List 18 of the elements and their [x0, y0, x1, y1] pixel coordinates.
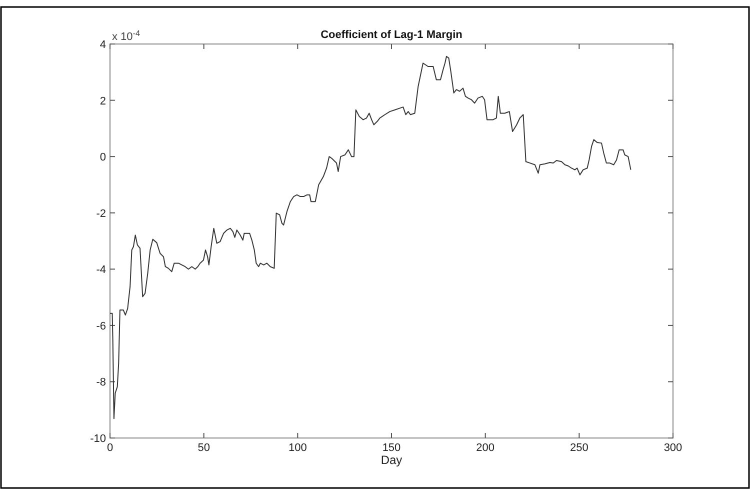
y-tick-label: -8 [96, 376, 106, 389]
x-tick-label: 150 [382, 442, 401, 454]
y-tick-label: -6 [96, 320, 106, 332]
y-tick-label: 2 [100, 95, 106, 108]
x-tick-label: 50 [198, 442, 210, 454]
y-tick-label: -2 [96, 208, 106, 220]
y-tick-label: 0 [100, 152, 106, 164]
x-axis-title: Day [380, 453, 402, 467]
x-tick-label: 200 [476, 442, 495, 454]
y-tick-label: -4 [96, 264, 106, 276]
y-tick-label: -10 [90, 433, 106, 445]
chart-title: Coefficient of Lag-1 Margin [320, 29, 463, 41]
text: x 10$^{-4}$ [112, 28, 141, 43]
y-tick-label: 4 [100, 39, 106, 51]
line-series [110, 56, 632, 420]
x-tick-label: 250 [570, 442, 588, 454]
x-tick-label: 300 [664, 442, 682, 454]
x-tick-label: 100 [288, 442, 307, 454]
